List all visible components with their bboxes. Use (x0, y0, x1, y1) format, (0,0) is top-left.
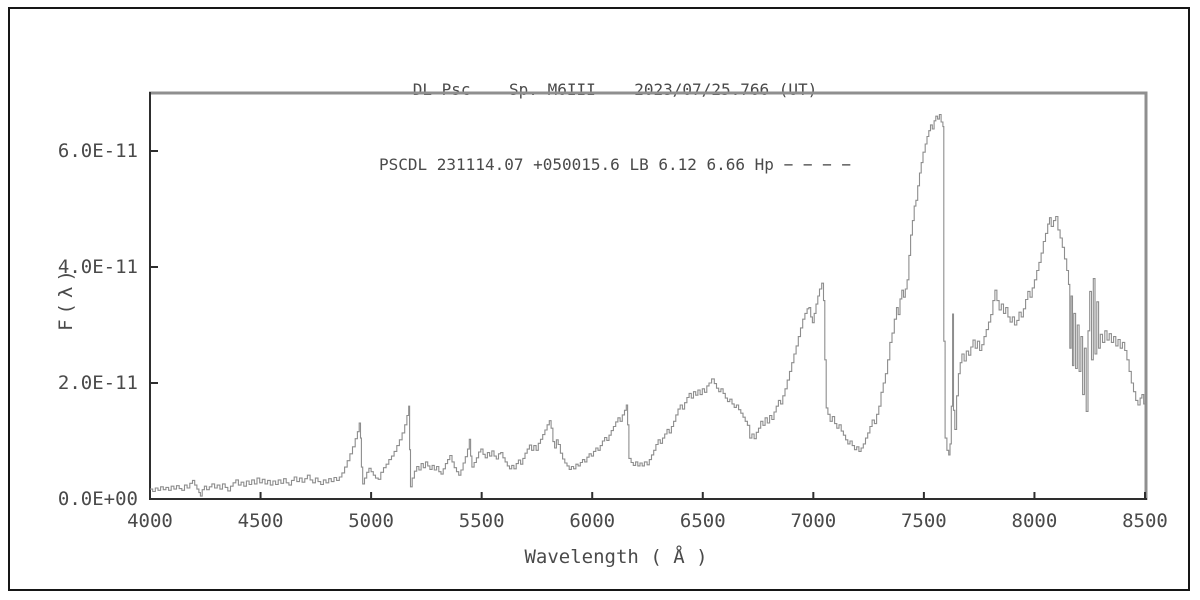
y-tick-label: 6.0E-11 (57, 140, 138, 162)
y-tick-label: 0.0E+00 (57, 488, 138, 510)
y-axis-title: F(λ) (55, 265, 77, 331)
y-tick-label: 4.0E-11 (57, 256, 138, 278)
x-tick-label: 8000 (1011, 510, 1058, 532)
spectrum-line (150, 113, 1146, 497)
x-tick-label: 7000 (790, 510, 837, 532)
plot-title-line2: PSCDL 231114.07 +050015.6 LB 6.12 6.66 H… (378, 155, 851, 174)
x-tick-label: 5500 (458, 510, 505, 532)
x-tick-label: 8500 (1122, 510, 1168, 532)
x-tick-label: 5000 (348, 510, 394, 532)
x-tick-label: 4000 (127, 510, 173, 532)
x-tick-label: 7500 (900, 510, 947, 532)
x-tick-label: 6000 (569, 510, 616, 532)
x-tick-label: 6500 (679, 510, 726, 532)
x-tick-label: 4500 (237, 510, 284, 532)
y-tick-label: 2.0E-11 (57, 372, 138, 394)
x-axis-title: Wavelength ( Å ) (524, 546, 708, 568)
